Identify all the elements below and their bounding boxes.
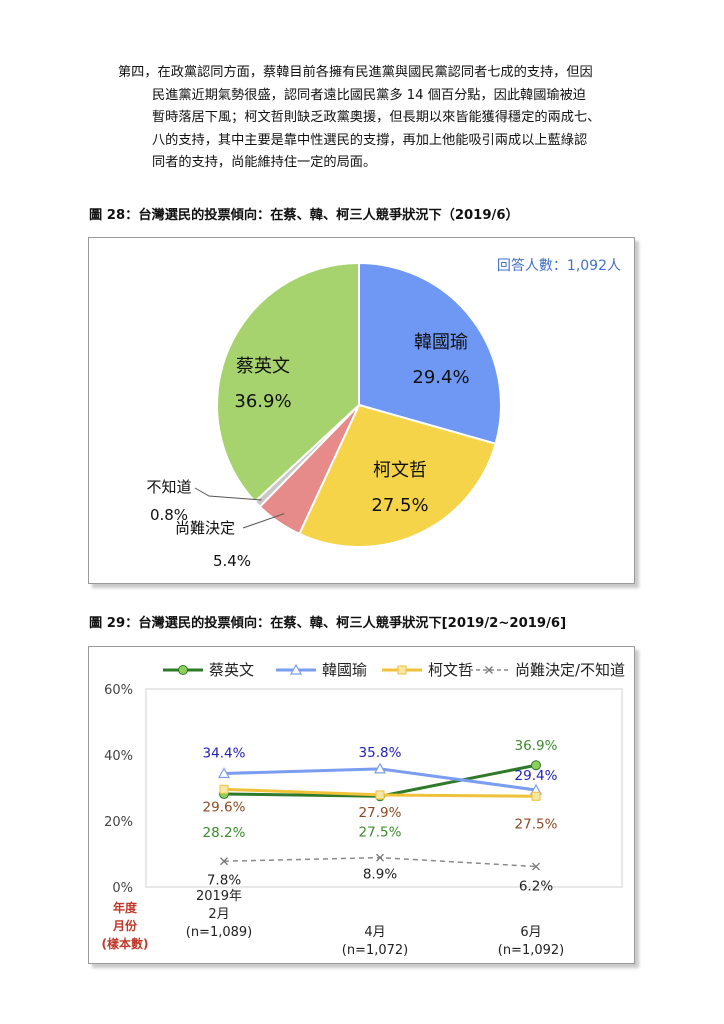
paragraph-line: 第四，在政黨認同方面，蔡韓目前各擁有民進黨與國民黨認同者七成的支持，但因 xyxy=(118,65,593,80)
legend-label: 尚難決定/不知道 xyxy=(515,661,625,679)
pie-label-name: 柯文哲 xyxy=(373,460,427,481)
data-label: 35.8% xyxy=(359,745,402,761)
data-label: 27.5% xyxy=(515,816,558,832)
x-axis-title: 月份 xyxy=(112,918,138,933)
x-tick-label: 2019年 xyxy=(196,889,242,904)
data-label: 29.6% xyxy=(203,799,246,815)
figure-29-frame: 蔡英文 韓國瑜 柯文哲 尚難決定/不知道 0% 20% 40% 60% 28.2% 27.5%… xyxy=(88,646,635,964)
line-chart: 蔡英文 韓國瑜 柯文哲 尚難決定/不知道 0% 20% 40% 60% 28.2% 27.5%… xyxy=(102,661,626,958)
y-tick-label: 20% xyxy=(104,815,133,830)
series-marker xyxy=(375,790,385,800)
data-label: 7.8% xyxy=(207,872,241,888)
x-tick-label: (n=1,072) xyxy=(342,943,409,958)
series-marker xyxy=(531,760,541,771)
series-line xyxy=(223,856,537,868)
pie-slice-4 xyxy=(216,261,360,503)
pie-slice-0 xyxy=(358,261,502,445)
pie-label-value: 29.4% xyxy=(412,367,469,388)
pie-slice-1 xyxy=(298,403,497,548)
paragraph-line: 同者的支持，尚能維持住一定的局面。 xyxy=(152,155,377,170)
x-tick-label: (n=1,089) xyxy=(186,925,253,940)
pie-label-value: 36.9% xyxy=(234,391,291,412)
paragraph-line: 民進黨近期氣勢很盛，認同者遠比國民黨多 14 個百分點，因此韓國瑜被迫 xyxy=(152,87,586,103)
series-marker xyxy=(289,663,303,675)
series-marker xyxy=(397,665,407,675)
pie-label-value: 0.8% xyxy=(150,506,188,524)
pie-label-value: 27.5% xyxy=(371,495,428,516)
x-axis-title: (樣本數) xyxy=(102,936,149,951)
series-marker xyxy=(217,767,231,779)
pie-label-value: 5.4% xyxy=(213,552,251,570)
series-marker xyxy=(219,784,229,794)
legend-label: 柯文哲 xyxy=(428,661,473,679)
data-label: 6.2% xyxy=(519,879,553,895)
series-marker xyxy=(376,853,384,862)
x-tick-label: 2月 xyxy=(208,907,229,922)
figure-29-title: 圖 29：台灣選民的投票傾向：在蔡、韓、柯三人競爭狀況下[2019/2~2019… xyxy=(89,616,567,631)
figure-28-frame: 回答人數：1,092人 韓國瑜 29.4% 柯文哲 27.5% 蔡英文 36.9% 尚難決定… xyxy=(88,237,635,584)
series-marker xyxy=(485,666,493,674)
paragraph-line: 八的支持，其中主要是靠中性選民的支撐，再加上他能吸引兩成以上藍綠認 xyxy=(152,132,588,148)
data-label: 28.2% xyxy=(203,825,246,841)
series-marker xyxy=(373,762,387,774)
data-label: 27.5% xyxy=(359,824,402,840)
x-axis-title: 年度 xyxy=(113,900,138,915)
plot-area xyxy=(145,688,623,888)
y-tick-label: 60% xyxy=(104,683,133,698)
series-marker xyxy=(220,857,228,866)
x-tick-label: (n=1,092) xyxy=(498,943,565,958)
pie-chart: 回答人數：1,092人 韓國瑜 29.4% 柯文哲 27.5% 蔡英文 36.9% 尚難決定… xyxy=(146,257,621,570)
x-tick-label: 4月 xyxy=(364,925,385,940)
data-label: 29.4% xyxy=(515,768,558,784)
data-label: 36.9% xyxy=(515,738,558,754)
pie-leader-line xyxy=(194,487,262,501)
x-tick-label: 6月 xyxy=(520,925,541,940)
pie-leader-line xyxy=(242,513,285,529)
pie-label-name: 尚難決定 xyxy=(175,519,235,537)
series-marker xyxy=(178,665,188,675)
pie-label-name: 蔡英文 xyxy=(236,356,290,377)
y-tick-label: 40% xyxy=(104,749,133,764)
pie-label-name: 韓國瑜 xyxy=(414,332,468,353)
pie-label-name: 不知道 xyxy=(146,478,191,496)
series-marker xyxy=(532,862,540,871)
data-label: 27.9% xyxy=(359,805,402,821)
legend-label: 韓國瑜 xyxy=(322,661,367,679)
body-paragraph: 第四，在政黨認同方面，蔡韓目前各擁有民進黨與國民黨認同者七成的支持，但因 民進黨… xyxy=(118,62,648,175)
series-marker xyxy=(531,791,541,801)
respondents-count: 回答人數：1,092人 xyxy=(497,257,621,274)
data-label: 8.9% xyxy=(363,867,397,883)
data-label: 34.4% xyxy=(203,745,246,761)
figure-28-title: 圖 28：台灣選民的投票傾向：在蔡、韓、柯三人競爭狀況下（2019/6） xyxy=(89,208,519,223)
y-tick-label: 0% xyxy=(112,881,133,896)
legend-label: 蔡英文 xyxy=(209,661,254,679)
paragraph-line: 暫時落居下風；柯文哲則缺乏政黨奧援，但長期以來皆能獲得穩定的兩成七、 xyxy=(152,110,601,125)
